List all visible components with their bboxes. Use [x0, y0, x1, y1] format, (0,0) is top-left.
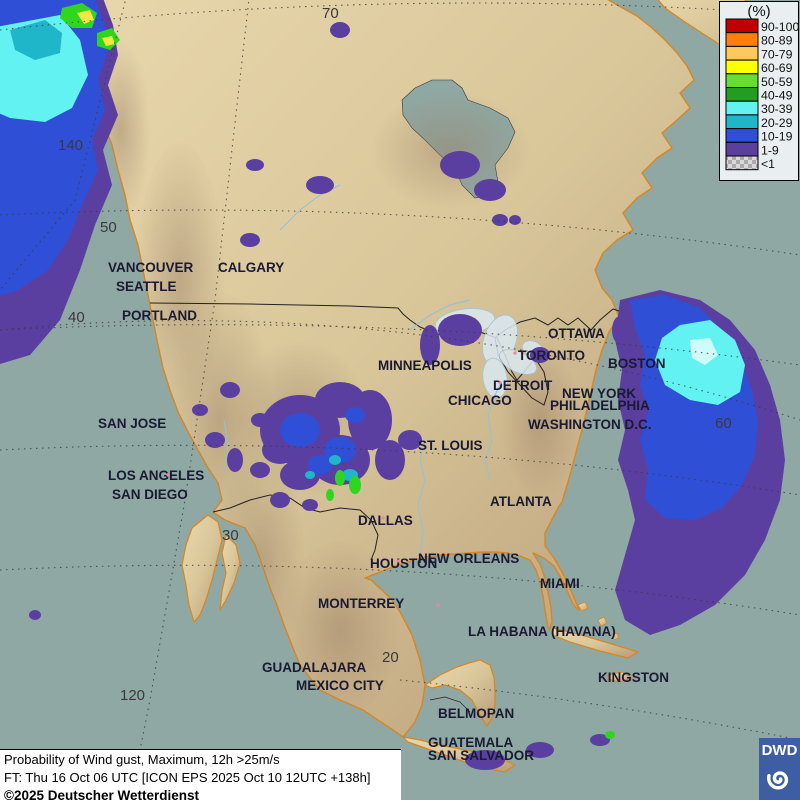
svg-text:ATLANTA: ATLANTA — [490, 494, 552, 509]
svg-text:70: 70 — [322, 5, 339, 22]
svg-text:GUADALAJARA: GUADALAJARA — [262, 660, 367, 675]
svg-text:PHILADELPHIA: PHILADELPHIA — [550, 398, 650, 413]
svg-text:DETROIT: DETROIT — [493, 378, 553, 393]
svg-text:20: 20 — [382, 649, 399, 666]
svg-text:140: 140 — [58, 137, 83, 154]
svg-text:PORTLAND: PORTLAND — [122, 308, 197, 323]
svg-text:VANCOUVER: VANCOUVER — [108, 260, 194, 275]
svg-text:LA HABANA (HAVANA): LA HABANA (HAVANA) — [468, 624, 616, 639]
svg-text:SEATTLE: SEATTLE — [116, 279, 177, 294]
svg-text:DALLAS: DALLAS — [358, 513, 413, 528]
svg-text:SAN SALVADOR: SAN SALVADOR — [428, 748, 534, 763]
svg-text:MONTERREY: MONTERREY — [318, 596, 404, 611]
svg-text:50: 50 — [100, 219, 117, 236]
svg-text:SAN JOSE: SAN JOSE — [98, 416, 166, 431]
svg-text:MIAMI: MIAMI — [540, 576, 580, 591]
svg-text:MINNEAPOLIS: MINNEAPOLIS — [378, 358, 472, 373]
svg-text:OTTAWA: OTTAWA — [548, 326, 605, 341]
svg-text:WASHINGTON D.C.: WASHINGTON D.C. — [528, 417, 652, 432]
svg-text:CALGARY: CALGARY — [218, 260, 284, 275]
svg-text:SAN DIEGO: SAN DIEGO — [112, 487, 188, 502]
svg-text:40: 40 — [68, 309, 85, 326]
svg-text:MEXICO CITY: MEXICO CITY — [296, 678, 384, 693]
svg-text:120: 120 — [120, 687, 145, 704]
svg-text:DWD: DWD — [762, 742, 798, 759]
svg-text:60: 60 — [715, 415, 732, 432]
svg-text:ST. LOUIS: ST. LOUIS — [418, 438, 483, 453]
svg-text:BELMOPAN: BELMOPAN — [438, 706, 514, 721]
svg-text:NEW ORLEANS: NEW ORLEANS — [418, 551, 519, 566]
svg-text:KINGSTON: KINGSTON — [598, 670, 669, 685]
svg-text:TORONTO: TORONTO — [518, 348, 585, 363]
svg-text:CHICAGO: CHICAGO — [448, 393, 512, 408]
svg-text:LOS ANGELES: LOS ANGELES — [108, 468, 204, 483]
svg-text:30: 30 — [222, 527, 239, 544]
svg-text:BOSTON: BOSTON — [608, 356, 666, 371]
